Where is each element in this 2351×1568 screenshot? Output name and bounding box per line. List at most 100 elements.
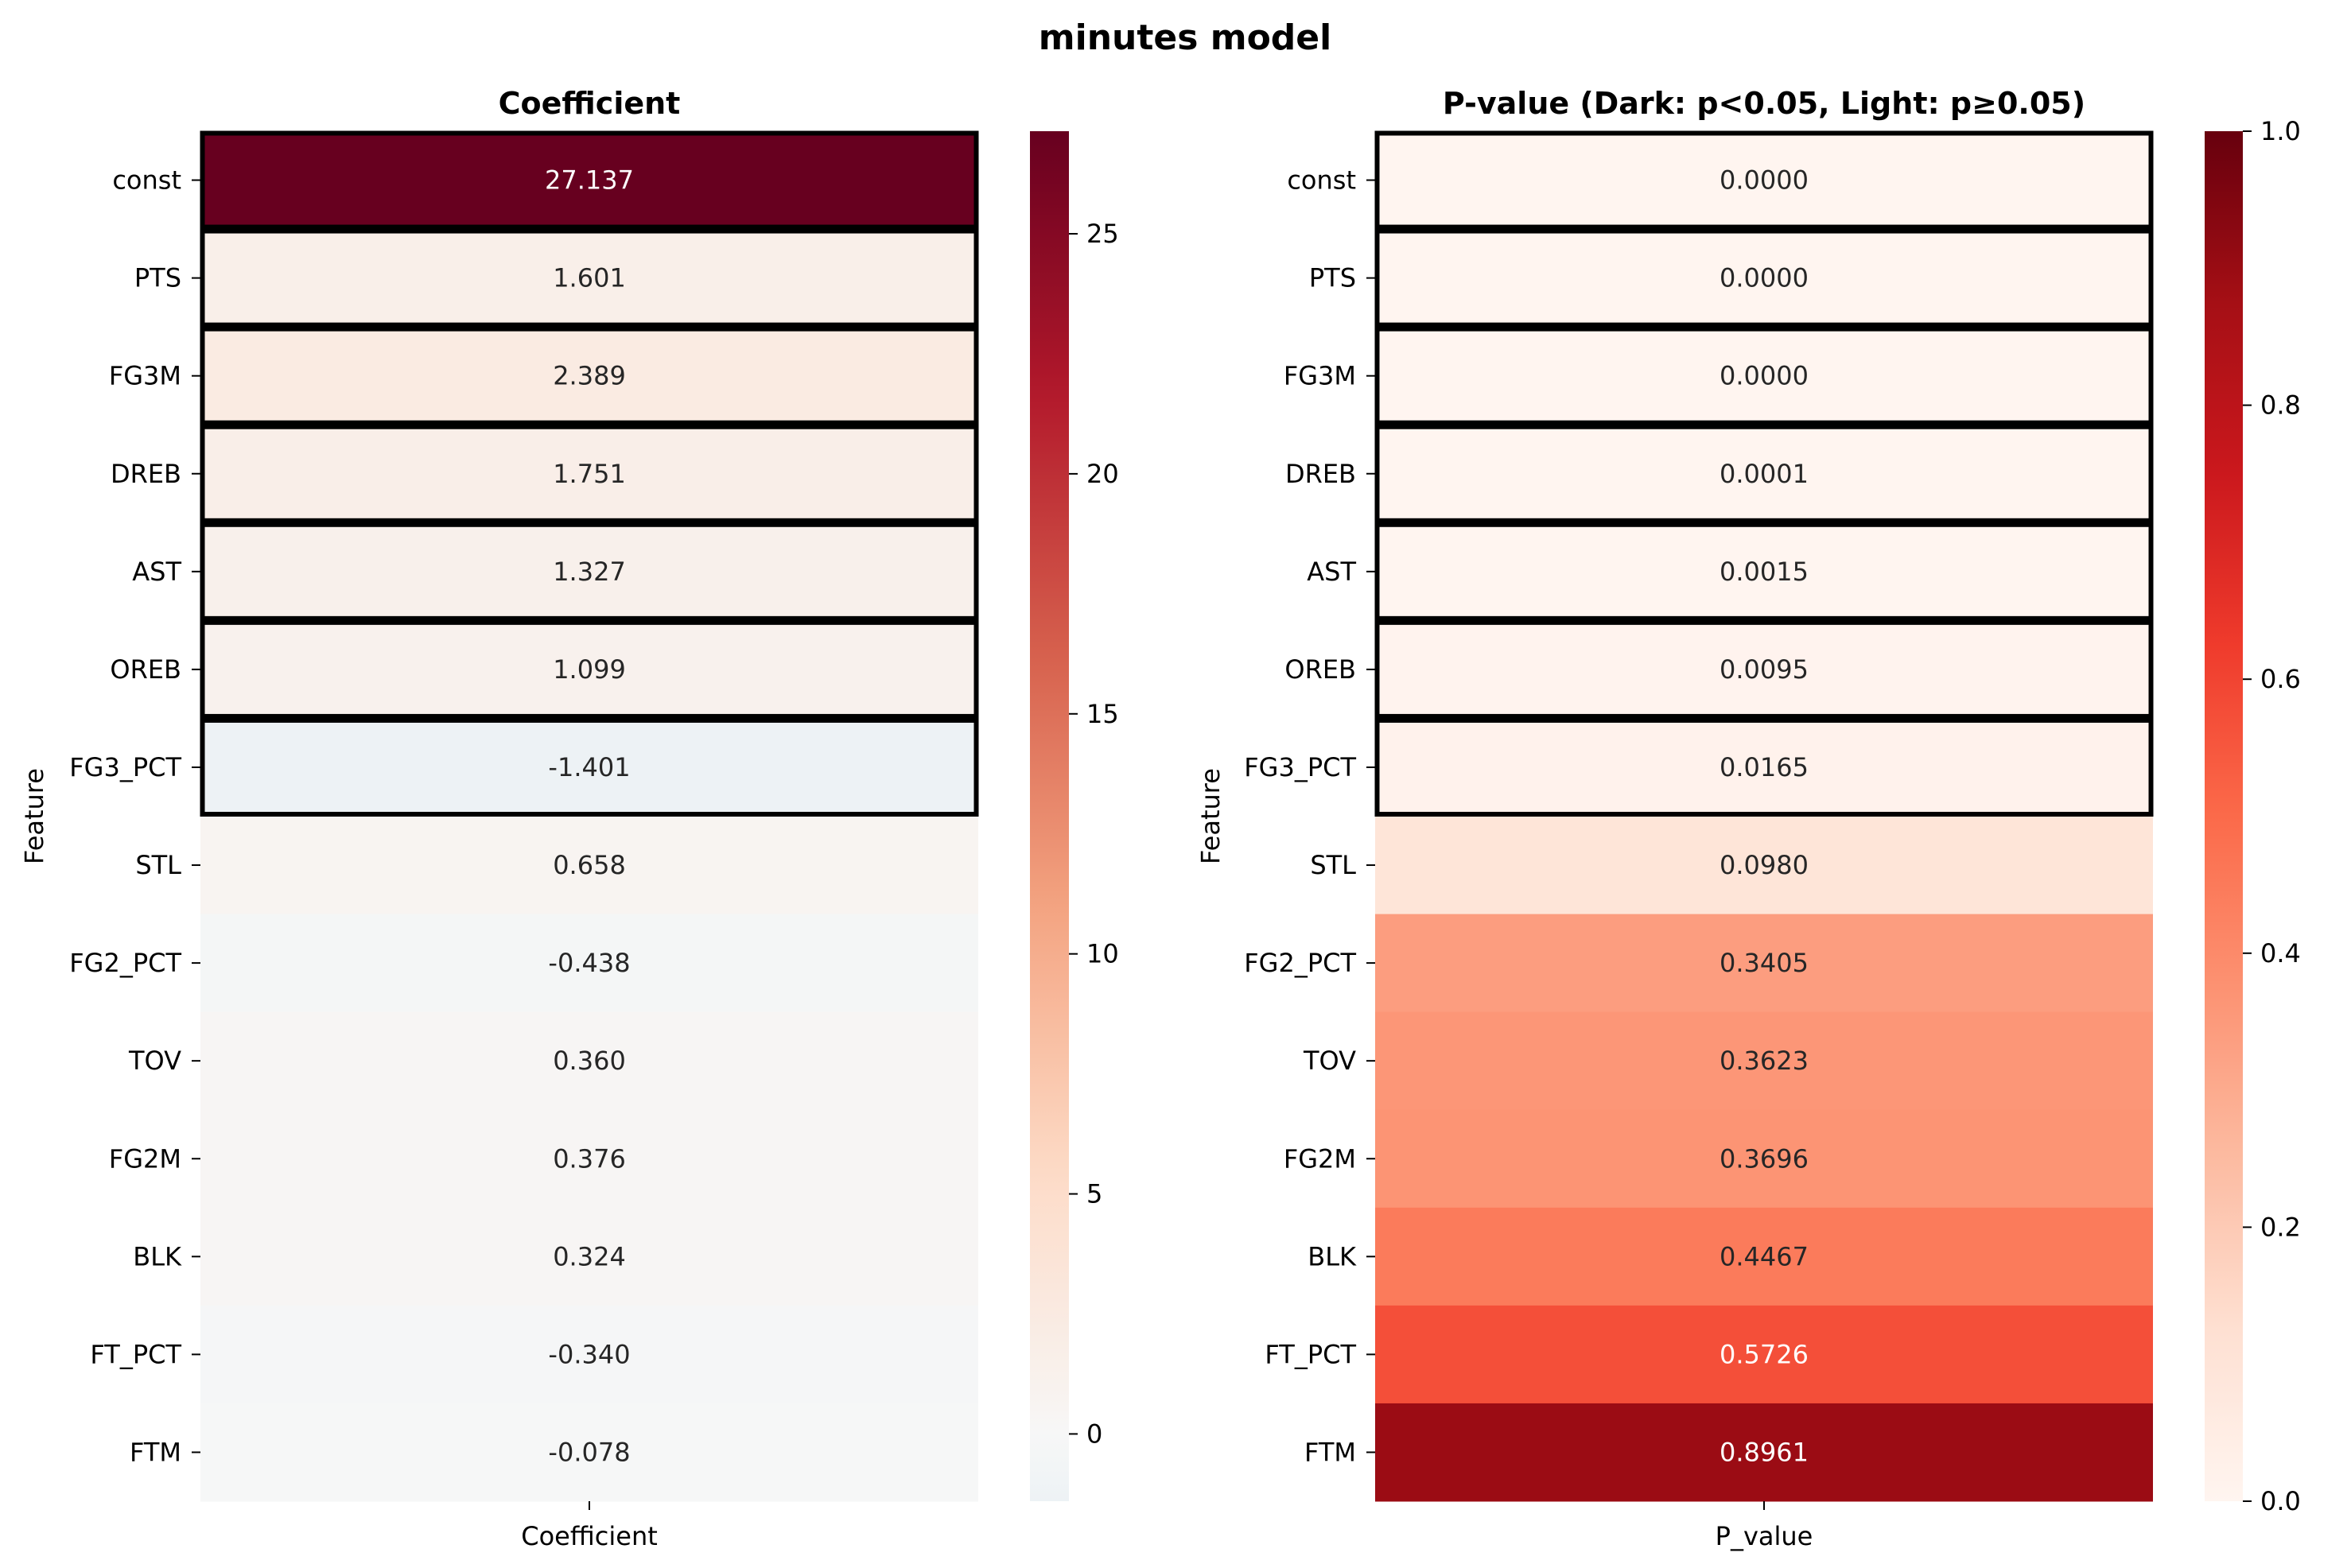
y-tick-label: PTS xyxy=(134,263,181,293)
significance-border xyxy=(200,130,979,230)
cell-value-label: 27.137 xyxy=(545,165,634,196)
y-tick-label: OREB xyxy=(110,654,181,685)
cell-value-label: 0.360 xyxy=(553,1046,626,1076)
colorbar-tick-label: 0.8 xyxy=(2260,390,2301,421)
significance-border xyxy=(1374,717,2154,817)
heatmap-cell xyxy=(200,522,978,621)
y-tick-label: FG2_PCT xyxy=(69,948,181,978)
colorbar-tick-label: 1.0 xyxy=(2260,116,2301,146)
heatmap-cell xyxy=(1375,327,2153,425)
cell-value-label: 0.658 xyxy=(553,850,626,880)
heatmap-cell xyxy=(200,620,978,719)
heatmap-cell xyxy=(200,1403,978,1502)
heatmap-cell xyxy=(1375,131,2153,230)
y-tick-label: FT_PCT xyxy=(90,1339,181,1369)
cell-value-label: 0.4467 xyxy=(1720,1241,1809,1271)
y-tick-label: DREB xyxy=(1285,459,1356,489)
x-tick-label: P_value xyxy=(1716,1521,1813,1551)
cell-value-label: 0.0000 xyxy=(1720,165,1809,196)
y-tick-label: FTM xyxy=(1304,1437,1356,1467)
significance-border xyxy=(1374,522,2154,621)
colorbar-tick-label: 0.2 xyxy=(2260,1212,2301,1242)
colorbar-tick-label: 10 xyxy=(1086,939,1119,969)
panel-title: P-value (Dark: p<0.05, Light: p≥0.05) xyxy=(1443,86,2085,121)
y-tick-label: FG3_PCT xyxy=(69,752,181,782)
significance-border xyxy=(1374,619,2154,719)
figure-title: minutes model xyxy=(1039,17,1331,58)
colorbar xyxy=(2205,131,2243,1501)
heatmap-cell xyxy=(1375,522,2153,621)
colorbar-tick-label: 5 xyxy=(1086,1179,1102,1209)
y-tick-label: FG3M xyxy=(109,361,181,391)
significance-border xyxy=(1374,228,2154,328)
significance-border xyxy=(200,619,979,719)
y-tick-label: STL xyxy=(1310,850,1356,880)
cell-value-label: 2.389 xyxy=(553,361,626,391)
cell-value-label: 1.327 xyxy=(553,557,626,587)
x-tick-label: Coefficient xyxy=(521,1521,658,1551)
colorbar-tick-label: 20 xyxy=(1086,459,1119,489)
cell-value-label: 0.0015 xyxy=(1720,557,1809,587)
cell-value-label: 0.376 xyxy=(553,1143,626,1174)
pvalue-panel: P-value (Dark: p<0.05, Light: p≥0.05) 0.0… xyxy=(1195,86,2301,1551)
y-tick-label: FTM xyxy=(130,1437,181,1467)
y-axis-label: Feature xyxy=(1195,768,1226,864)
heatmap-cell xyxy=(200,1109,978,1209)
significance-border xyxy=(1374,424,2154,523)
y-tick-label: STL xyxy=(135,850,181,880)
heatmap-cell xyxy=(1375,1109,2153,1209)
significance-border xyxy=(200,717,979,817)
significance-border xyxy=(1374,130,2154,230)
heatmap-cell xyxy=(1375,1403,2153,1502)
cell-value-label: 0.0095 xyxy=(1720,654,1809,685)
heatmap-cell xyxy=(1375,1305,2153,1404)
cell-value-label: 1.751 xyxy=(553,459,626,489)
significance-border xyxy=(200,228,979,328)
y-tick-label: OREB xyxy=(1284,654,1356,685)
significance-border xyxy=(1374,326,2154,425)
heatmap-cell xyxy=(1375,425,2153,523)
heatmap-cell xyxy=(200,1011,978,1111)
cell-value-label: -0.078 xyxy=(548,1437,630,1467)
cell-value-label: 0.324 xyxy=(553,1241,626,1271)
heatmap-cell xyxy=(1375,914,2153,1013)
y-axis-label: Feature xyxy=(19,768,49,864)
y-tick-label: TOV xyxy=(1303,1046,1356,1076)
heatmap-cell xyxy=(1375,1011,2153,1111)
significance-border xyxy=(200,424,979,523)
heatmap-cell xyxy=(200,1305,978,1404)
colorbar-tick-label: 25 xyxy=(1086,219,1119,249)
heatmap-cell xyxy=(1375,620,2153,719)
heatmap-cell xyxy=(1375,1207,2153,1306)
colorbar-tick-label: 0.4 xyxy=(2260,938,2301,968)
significance-border xyxy=(200,522,979,621)
cell-value-label: 0.3405 xyxy=(1720,948,1809,978)
y-tick-label: const xyxy=(1287,165,1356,196)
cell-value-label: 1.601 xyxy=(553,263,626,293)
heatmap-cell xyxy=(1375,816,2153,915)
cell-value-label: 0.5726 xyxy=(1720,1339,1809,1369)
colorbar xyxy=(1030,131,1069,1501)
heatmap-cell xyxy=(200,327,978,425)
y-tick-label: PTS xyxy=(1309,263,1356,293)
heatmap-cell xyxy=(200,1207,978,1306)
cell-value-label: 0.3696 xyxy=(1720,1143,1809,1174)
y-tick-label: TOV xyxy=(128,1046,181,1076)
cell-value-label: -0.340 xyxy=(548,1339,630,1369)
cell-value-label: 0.0000 xyxy=(1720,263,1809,293)
cell-value-label: 0.0165 xyxy=(1720,752,1809,782)
coefficient-panel: Coefficient 27.137 1.601 2.389 1.751 1.327 1.0… xyxy=(19,86,1119,1551)
y-tick-label: FG2M xyxy=(109,1143,181,1174)
cell-value-label: -1.401 xyxy=(548,752,630,782)
heatmap-cell xyxy=(200,914,978,1013)
heatmap-cell xyxy=(200,131,978,230)
cell-value-label: 0.0000 xyxy=(1720,361,1809,391)
y-tick-label: const xyxy=(112,165,181,196)
y-tick-label: AST xyxy=(1307,557,1356,587)
cell-value-label: 1.099 xyxy=(553,654,626,685)
cell-value-label: 0.0001 xyxy=(1720,459,1809,489)
heatmap-cell xyxy=(200,816,978,915)
heatmap-cell xyxy=(200,718,978,817)
heatmap-cell xyxy=(1375,718,2153,817)
